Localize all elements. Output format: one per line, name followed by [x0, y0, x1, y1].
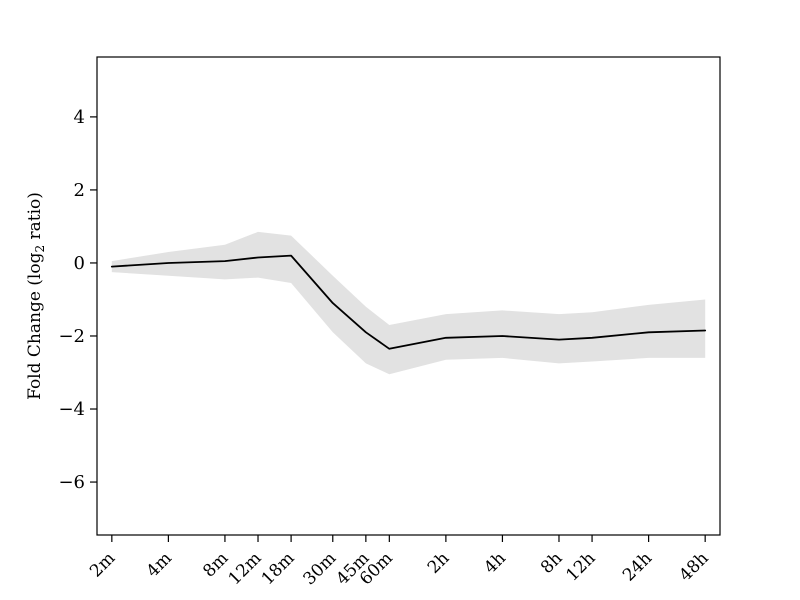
y-axis-ticks: 4 2 0 −2 −4 −6 — [58, 107, 97, 493]
fold-change-line — [110, 254, 707, 350]
x-tick-label: 2h — [424, 548, 454, 578]
y-tick-label: −2 — [58, 326, 85, 347]
x-tick-label: 4m — [143, 548, 176, 581]
x-tick-label: 24h — [619, 548, 656, 585]
x-tick-label: 12m — [225, 548, 266, 589]
y-tick-label: 4 — [74, 107, 85, 128]
x-tick-label: 48h — [676, 548, 713, 585]
y-tick-label: −6 — [58, 472, 85, 493]
y-tick-label: 0 — [74, 253, 85, 274]
x-tick-label: 8h — [537, 548, 567, 578]
x-tick-label: 30m — [299, 548, 340, 589]
y-tick-label: −4 — [58, 399, 85, 420]
x-tick-label: 4h — [480, 548, 510, 578]
y-axis-label: Fold Change (log2 ratio) — [25, 192, 47, 400]
x-tick-label: 18m — [258, 548, 299, 589]
x-tick-label: 12h — [562, 548, 599, 585]
confidence-band — [111, 231, 706, 375]
axes-frame — [96, 56, 721, 536]
y-tick-label: 2 — [74, 180, 85, 201]
x-tick-label: 2m — [86, 548, 119, 581]
